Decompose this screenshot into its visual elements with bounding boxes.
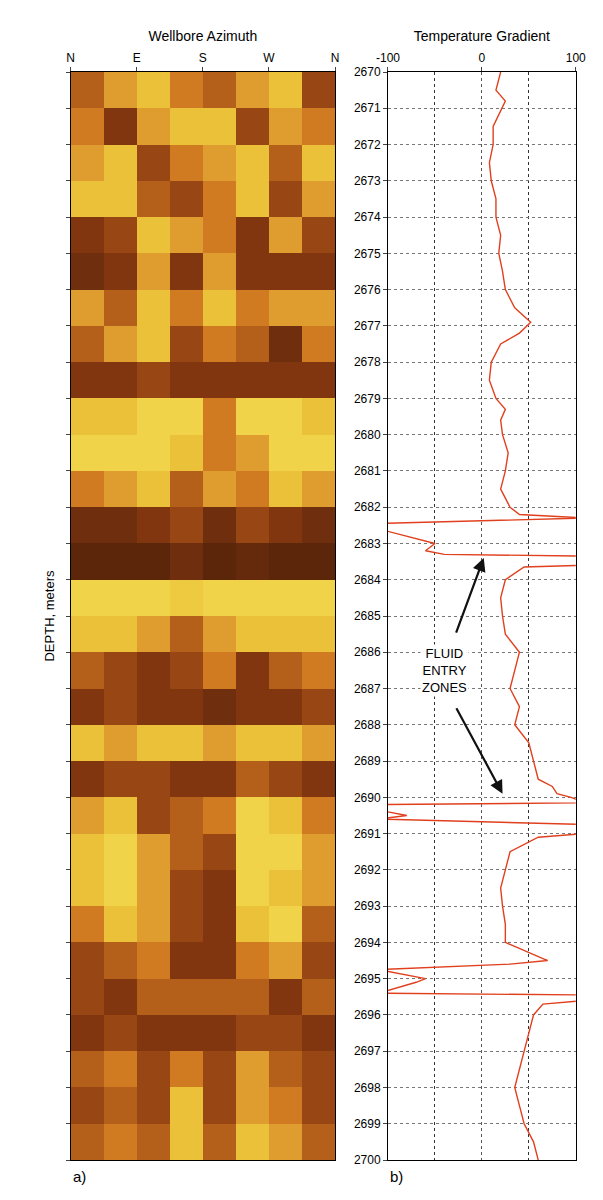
svg-text:2697: 2697 [354,1044,381,1058]
svg-text:-100: -100 [376,51,400,65]
svg-text:2699: 2699 [354,1117,381,1131]
svg-text:2696: 2696 [354,1008,381,1022]
svg-text:N: N [331,51,340,65]
svg-text:2700: 2700 [354,1153,381,1167]
svg-text:DEPTH, meters: DEPTH, meters [42,570,57,662]
svg-text:2698: 2698 [354,1081,381,1095]
svg-text:W: W [263,51,275,65]
svg-text:E: E [133,51,141,65]
svg-text:2676: 2676 [354,283,381,297]
svg-text:2677: 2677 [354,319,381,333]
svg-text:FLUIDENTRYZONES: FLUIDENTRYZONES [422,646,467,695]
svg-text:0: 0 [479,51,486,65]
svg-text:2687: 2687 [354,682,381,696]
svg-text:2690: 2690 [354,791,381,805]
svg-text:2691: 2691 [354,827,381,841]
svg-text:2688: 2688 [354,718,381,732]
svg-text:2684: 2684 [354,573,381,587]
svg-text:2689: 2689 [354,754,381,768]
svg-text:Wellbore Azimuth: Wellbore Azimuth [148,28,257,44]
svg-text:Temperature Gradient: Temperature Gradient [414,28,550,44]
svg-text:2678: 2678 [354,355,381,369]
svg-text:2694: 2694 [354,936,381,950]
svg-text:2686: 2686 [354,645,381,659]
svg-text:a): a) [73,1168,86,1185]
svg-text:2680: 2680 [354,428,381,442]
svg-text:2683: 2683 [354,537,381,551]
svg-text:2695: 2695 [354,972,381,986]
svg-text:2675: 2675 [354,247,381,261]
svg-text:S: S [199,51,207,65]
svg-text:2692: 2692 [354,863,381,877]
svg-text:2681: 2681 [354,464,381,478]
svg-text:2670: 2670 [354,65,381,79]
svg-text:100: 100 [566,51,586,65]
svg-text:2685: 2685 [354,609,381,623]
svg-text:2674: 2674 [354,210,381,224]
svg-text:2682: 2682 [354,500,381,514]
svg-text:2693: 2693 [354,899,381,913]
svg-text:b): b) [390,1168,403,1185]
svg-text:N: N [66,51,75,65]
svg-text:2679: 2679 [354,392,381,406]
svg-text:2672: 2672 [354,138,381,152]
svg-text:2671: 2671 [354,101,381,115]
svg-text:2673: 2673 [354,174,381,188]
